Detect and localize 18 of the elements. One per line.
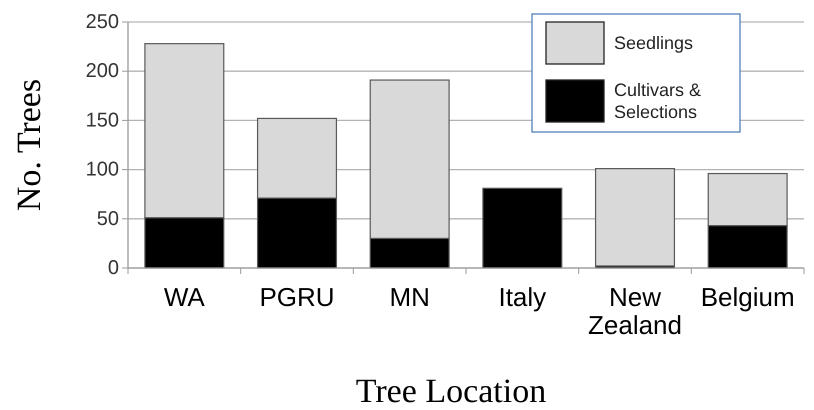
x-axis-title: Tree Location xyxy=(356,373,546,410)
x-tick-label: Italy xyxy=(498,282,546,312)
bar xyxy=(594,168,676,267)
x-tick-label: Belgium xyxy=(700,282,795,312)
y-tick-label: 200 xyxy=(86,60,119,82)
y-tick-label: 50 xyxy=(96,208,119,230)
x-tick-label: MN xyxy=(389,282,430,312)
y-tick-label: 0 xyxy=(108,257,119,279)
legend-label: Seedlings xyxy=(614,33,694,53)
legend-label: Cultivars & Selections xyxy=(614,80,702,122)
bar xyxy=(482,188,562,269)
y-tick-label: 150 xyxy=(86,109,119,132)
x-tick-label: PGRU xyxy=(259,282,335,312)
y-tick-label: 100 xyxy=(86,158,119,181)
x-tick-label: New Zealand xyxy=(588,282,682,340)
y-axis-title: No. Trees xyxy=(11,78,48,212)
y-tick-label: 250 xyxy=(86,11,119,33)
x-tick-label: WA xyxy=(164,282,206,312)
